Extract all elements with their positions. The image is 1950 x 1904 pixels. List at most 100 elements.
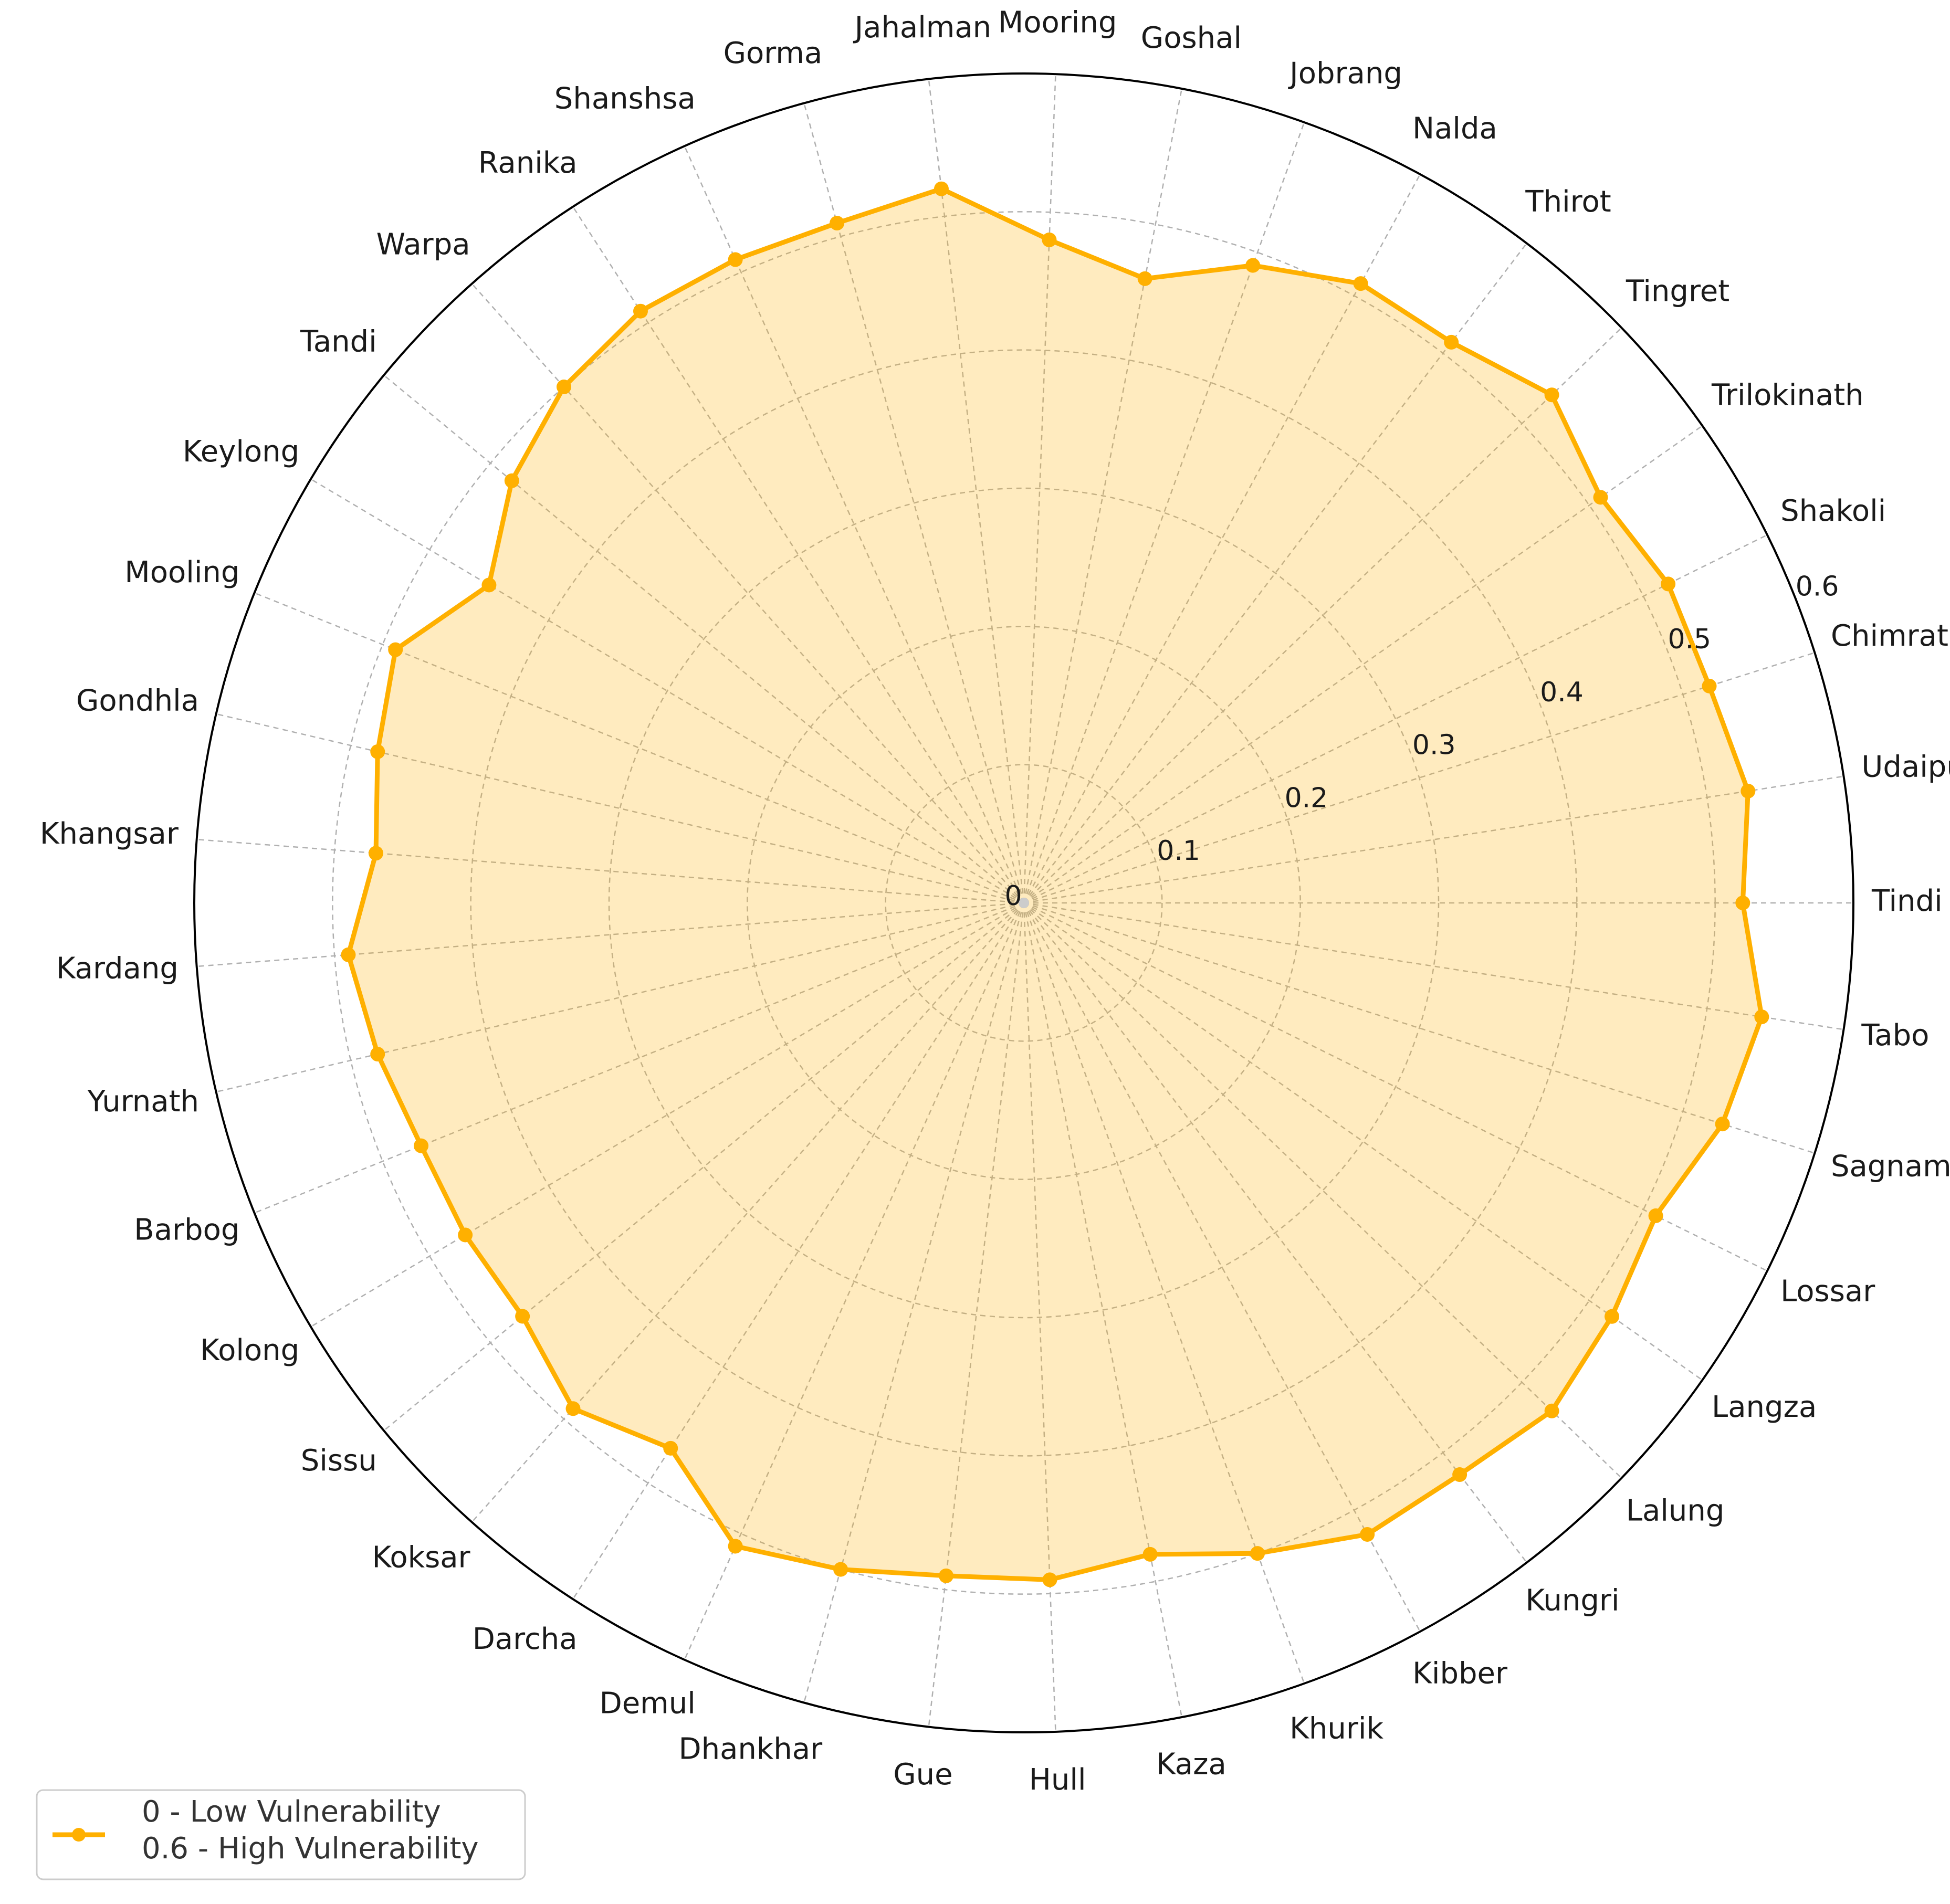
data-point-kolong: [458, 1227, 473, 1243]
radial-tick-label: 0: [1004, 880, 1022, 912]
legend-point-marker: [72, 1828, 86, 1842]
category-label-mooling: Mooling: [124, 555, 239, 590]
outer-frame: [193, 72, 1854, 1733]
data-point-chimrat: [1702, 678, 1717, 693]
category-label-goshal: Goshal: [1141, 21, 1242, 55]
data-point-darcha: [663, 1440, 678, 1456]
angular-grid-line: [310, 902, 1024, 1328]
category-label-barbog: Barbog: [134, 1213, 239, 1247]
data-point-khangsar: [368, 846, 383, 861]
angular-grid-line: [1023, 174, 1421, 903]
radial-grid-circle: [608, 487, 1440, 1319]
angular-grid-line: [1023, 902, 1421, 1632]
series-line: [346, 186, 1764, 1582]
data-point-trilokinath: [1593, 490, 1608, 505]
data-point-mooring: [1042, 232, 1057, 247]
category-label-lalung: Lalung: [1626, 1494, 1725, 1528]
category-label-keylong: Keylong: [183, 435, 299, 469]
category-label-warpa: Warpa: [376, 228, 470, 262]
category-label-koksar: Koksar: [372, 1541, 470, 1575]
category-label-yurnath: Yurnath: [87, 1085, 199, 1119]
angular-grid-line: [1023, 902, 1183, 1718]
data-point-gue: [939, 1568, 954, 1583]
data-point-barbog: [414, 1138, 429, 1153]
category-label-demul: Demul: [600, 1687, 696, 1721]
radial-tick-labels: 0 0.1 0.2 0.3 0.4 0.5 0.6: [1004, 571, 1839, 912]
category-label-udaipur: Udaipur: [1861, 750, 1950, 784]
data-point-kaza: [1142, 1547, 1158, 1562]
data-point-shakoli: [1661, 576, 1676, 592]
angular-grid-line: [1023, 775, 1844, 904]
angular-grid-line: [1023, 425, 1703, 904]
data-point-yurnath: [370, 1047, 385, 1062]
data-point-gorma: [830, 216, 845, 231]
radial-tick-label: 0.6: [1796, 571, 1839, 602]
data-point-jahalman: [934, 181, 949, 196]
data-point-mooling: [388, 642, 403, 657]
center-point: [1019, 898, 1029, 908]
data-point-tandi: [504, 473, 519, 488]
data-point-ranika: [633, 303, 648, 319]
angular-grid-line: [216, 902, 1024, 1093]
angular-grid-line: [1023, 902, 1703, 1381]
radial-tick-label: 0.5: [1668, 624, 1711, 655]
category-label-ranika: Ranika: [478, 146, 578, 180]
angular-grid-line: [383, 374, 1024, 903]
data-point-kardang: [341, 947, 356, 962]
angular-grid-line: [196, 838, 1024, 904]
category-label-chimrat: Chimrat: [1831, 619, 1948, 653]
category-label-tindi: Tindi: [1871, 884, 1943, 918]
category-label-mooring: Mooring: [998, 5, 1117, 39]
angular-grid-line: [383, 902, 1024, 1432]
data-point-gondhla: [370, 744, 385, 759]
series-fill-area: [348, 188, 1762, 1580]
data-point-lossar: [1648, 1208, 1663, 1223]
data-point-nalda: [1353, 276, 1368, 291]
data-point-koksar: [565, 1401, 581, 1416]
data-point-demul: [728, 1539, 743, 1554]
category-label-shanshsa: Shanshsa: [554, 82, 696, 116]
angular-grid-line: [1023, 902, 1056, 1732]
angular-grid-line: [928, 79, 1025, 903]
data-point-keylong: [481, 577, 497, 593]
data-point-tabo: [1754, 1009, 1769, 1025]
category-label-kibber: Kibber: [1412, 1657, 1508, 1691]
legend: 0 - Low Vulnerability 0.6 - High Vulnera…: [36, 1789, 526, 1880]
data-point-warpa: [556, 380, 571, 395]
angular-grid-line: [1023, 122, 1305, 903]
angular-grid-line: [928, 902, 1025, 1727]
angular-grid-line: [196, 902, 1024, 967]
angular-grid-line: [572, 206, 1025, 903]
legend-box: [36, 1789, 526, 1880]
data-point-dhankhar: [833, 1562, 848, 1577]
data-point-shanshsa: [728, 252, 743, 267]
category-label-khurik: Khurik: [1289, 1712, 1383, 1746]
radial-tick-label: 0.1: [1157, 835, 1200, 867]
category-label-trilokinath: Trilokinath: [1711, 378, 1864, 412]
data-point-tingret: [1544, 387, 1559, 403]
category-label-langza: Langza: [1712, 1390, 1817, 1424]
angular-grid-line: [684, 145, 1025, 903]
category-label-sissu: Sissu: [301, 1444, 377, 1478]
angular-grid-line: [1023, 534, 1768, 904]
category-label-kaza: Kaza: [1156, 1748, 1226, 1782]
data-point-jobrang: [1245, 258, 1261, 273]
data-point-langza: [1605, 1309, 1620, 1324]
angular-grid-line: [803, 103, 1025, 903]
radial-tick-label: 0.4: [1540, 677, 1584, 708]
category-label-jahalman: Jahalman: [853, 10, 992, 45]
category-label-kardang: Kardang: [56, 951, 179, 985]
category-labels: Tindi Udaipur Chimrat Shakoli Trilokinath Tin…: [40, 5, 1950, 1797]
angular-grid-line: [1023, 243, 1527, 903]
category-label-shakoli: Shakoli: [1780, 494, 1886, 528]
angular-grid-line: [1023, 327, 1622, 903]
data-point-sissu: [515, 1309, 530, 1324]
radial-grid-circle: [885, 764, 1163, 1042]
data-point-khurik: [1250, 1546, 1265, 1561]
radial-tick-label: 0.2: [1285, 782, 1328, 814]
category-label-nalda: Nalda: [1412, 112, 1497, 146]
category-label-gondhla: Gondhla: [76, 683, 199, 718]
angular-grid-line: [216, 713, 1024, 904]
angular-grid-line: [1023, 902, 1527, 1563]
